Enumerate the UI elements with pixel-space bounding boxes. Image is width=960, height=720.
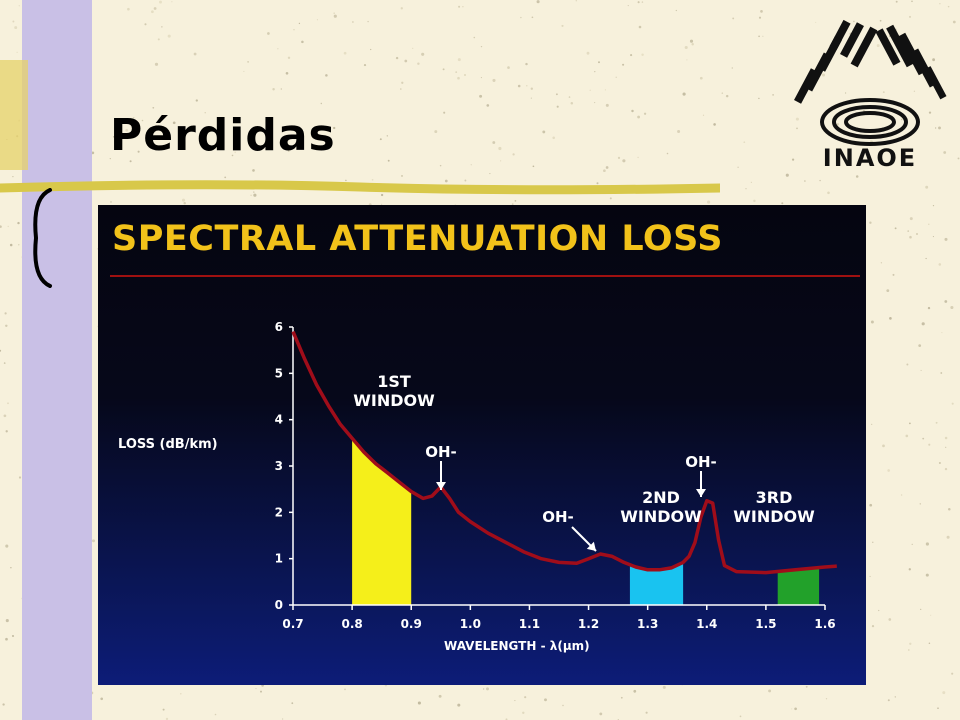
x-tick-label: 1.2 (578, 617, 599, 631)
oh-annotation: OH- (425, 443, 457, 461)
window-label: 2ND (642, 488, 680, 507)
y-tick-label: 3 (275, 459, 283, 473)
x-tick-label: 0.7 (282, 617, 303, 631)
logo-text: INAOE (823, 144, 917, 172)
window-label: WINDOW (353, 391, 435, 410)
y-tick-label: 5 (275, 366, 283, 380)
oh-annotation: OH- (685, 453, 717, 471)
window-fill-3 (777, 567, 820, 605)
y-tick-label: 4 (275, 413, 283, 427)
sidebar-bar (22, 0, 92, 720)
window-label: 1ST (377, 372, 411, 391)
x-tick-label: 1.5 (755, 617, 776, 631)
bracket-decoration (33, 188, 52, 288)
x-tick-label: 0.8 (341, 617, 362, 631)
y-tick-label: 0 (275, 598, 283, 612)
y-tick-label: 6 (275, 320, 283, 334)
attenuation-chart: 0 1 2 3 4 5 6 0.7 0.8 0.9 1.0 1.1 1.2 1.3 1.4 1.5 1.6 LOS… (118, 320, 837, 653)
title-underline (0, 180, 720, 195)
x-tick-label: 1.0 (460, 617, 481, 631)
sidebar-stripe (0, 60, 28, 170)
oh-annotation: OH- (542, 508, 574, 526)
oh-arrow-head (586, 541, 596, 551)
x-tick-label: 1.4 (696, 617, 717, 631)
window-fill-2 (629, 562, 684, 605)
chart-photo: SPECTRAL ATTENUATION LOSS 0 1 2 3 4 5 6 0.7 0.8 0… (98, 205, 866, 685)
x-tick-label: 0.9 (401, 617, 422, 631)
window-label: WINDOW (620, 507, 702, 526)
x-tick-label: 1.6 (814, 617, 835, 631)
attenuation-curve (291, 330, 837, 575)
x-axis-label: WAVELENGTH - λ(μm) (444, 639, 590, 653)
inaoe-logo: INAOE (794, 19, 947, 172)
window-label: WINDOW (733, 507, 815, 526)
chart-title: SPECTRAL ATTENUATION LOSS (112, 219, 723, 259)
chart-title-rule (110, 275, 860, 277)
x-tick-label: 1.1 (519, 617, 540, 631)
x-tick-label: 1.3 (637, 617, 658, 631)
oh-arrow-head (696, 489, 706, 497)
y-axis-label: LOSS (dB/km) (118, 437, 218, 452)
slide-title: Pérdidas (110, 110, 336, 161)
oh-arrow-head (436, 482, 446, 490)
y-tick-label: 2 (275, 505, 283, 519)
y-tick-label: 1 (275, 552, 283, 566)
window-label: 3RD (756, 488, 793, 507)
window-fill-1 (352, 438, 412, 605)
